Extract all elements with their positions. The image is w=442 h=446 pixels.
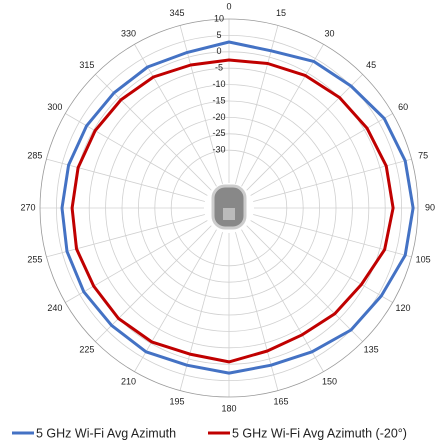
angle-label: 180 (221, 403, 236, 413)
angle-label: 270 (20, 202, 35, 212)
grid-ring (39, 18, 419, 398)
angle-label: 150 (322, 376, 337, 386)
grid-ring (105, 84, 353, 332)
angle-label: 240 (47, 303, 62, 313)
r-tick-label: -5 (215, 63, 223, 73)
angle-label: 345 (169, 8, 184, 18)
angle-label: 30 (324, 28, 334, 38)
angle-label: 225 (79, 345, 94, 355)
r-tick-label: -15 (212, 95, 225, 105)
r-tick-label: 0 (216, 46, 221, 56)
device-icon (211, 184, 247, 230)
angle-label: 195 (169, 397, 184, 407)
r-tick-label: -30 (212, 145, 225, 155)
angle-label: 90 (425, 202, 435, 212)
grid-ring (55, 34, 403, 382)
angle-label: 60 (398, 102, 408, 112)
angle-label: 285 (27, 150, 42, 160)
angle-label: 75 (418, 150, 428, 160)
angle-label: 15 (276, 8, 286, 18)
r-tick-label: -10 (212, 79, 225, 89)
angle-label: 330 (121, 28, 136, 38)
angle-label: 210 (121, 376, 136, 386)
series-line (60, 40, 415, 375)
legend-label: 5 GHz Wi-Fi Avg Azimuth (36, 426, 176, 440)
angle-label: 0 (226, 1, 231, 11)
angle-label: 315 (79, 60, 94, 70)
grid-ring (154, 133, 304, 283)
grid-ring (170, 149, 288, 267)
angle-label: 135 (364, 345, 379, 355)
r-tick-label: -20 (212, 112, 225, 122)
r-tick-label: -25 (212, 128, 225, 138)
grid-ring (121, 100, 337, 316)
r-tick-label: 5 (216, 30, 221, 40)
angle-label: 105 (416, 254, 431, 264)
angle-label: 300 (47, 102, 62, 112)
series-line (70, 58, 395, 364)
angle-label: 120 (396, 303, 411, 313)
angle-label: 255 (27, 254, 42, 264)
grid-ring (137, 117, 320, 299)
angle-label: 45 (366, 60, 376, 70)
legend-label: 5 GHz Wi-Fi Avg Azimuth (-20°) (232, 426, 407, 440)
grid-ring (88, 67, 370, 349)
angle-label: 165 (274, 397, 289, 407)
r-tick-label: 10 (214, 13, 224, 23)
